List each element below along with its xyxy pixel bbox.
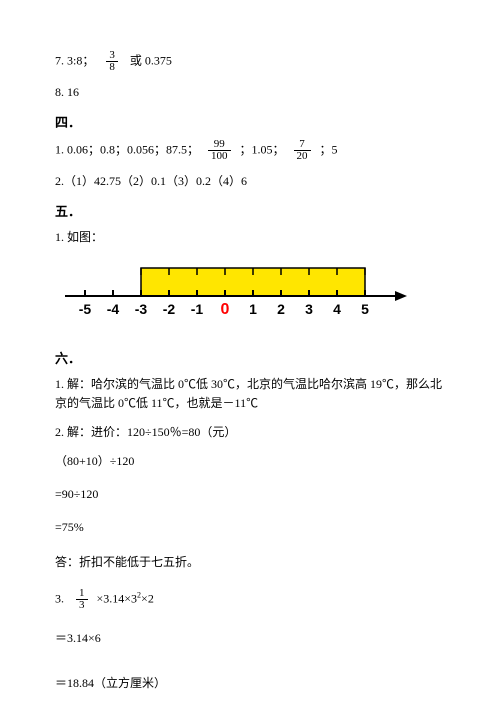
s6-3-b: ×3.14×3 bbox=[97, 591, 138, 605]
s4-1-a: 1. 0.06；0.8；0.056；87.5； bbox=[55, 142, 199, 156]
svg-text:4: 4 bbox=[333, 301, 341, 317]
s4-1-frac2: 7 20 bbox=[294, 139, 311, 162]
s4-1-frac2-den: 20 bbox=[294, 151, 311, 162]
q7-part2: 或 0.375 bbox=[130, 53, 172, 67]
q7-frac: 3 8 bbox=[106, 50, 118, 73]
section-6-title: 六． bbox=[55, 348, 445, 367]
section-4-title: 四． bbox=[55, 112, 445, 131]
s4-1-b: ；1.05； bbox=[240, 142, 285, 156]
s4-1-c: ；5 bbox=[320, 142, 338, 156]
s6-2c-line: =90÷120 bbox=[55, 487, 445, 502]
s6-2b-line: （80+10）÷120 bbox=[55, 452, 445, 469]
s6-3c-line: ＝18.84（立方厘米） bbox=[55, 674, 445, 691]
svg-text:-4: -4 bbox=[107, 301, 120, 317]
q7-line: 7. 3:8； 3 8 或 0.375 bbox=[55, 50, 445, 73]
q7-frac-den: 8 bbox=[106, 62, 118, 73]
s4-1-line: 1. 0.06；0.8；0.056；87.5； 99 100 ；1.05； 7 … bbox=[55, 139, 445, 162]
s6-2a-line: 2. 解：进价：120÷150％=80（元） bbox=[55, 423, 445, 442]
s6-3-c: ×2 bbox=[141, 591, 154, 605]
s5-1-line: 1. 如图： bbox=[55, 228, 445, 247]
q8-line: 8. 16 bbox=[55, 83, 445, 102]
s6-3-a: 3. bbox=[55, 591, 64, 605]
s6-3-frac: 1 3 bbox=[76, 588, 88, 611]
s4-1-frac1: 99 100 bbox=[208, 139, 231, 162]
number-line-svg: -5 -4 -3 -2 -1 0 1 2 3 4 5 bbox=[55, 258, 425, 328]
s6-3-line: 3. 1 3 ×3.14×32×2 bbox=[55, 588, 445, 611]
svg-text:-3: -3 bbox=[135, 301, 148, 317]
section-5-title: 五． bbox=[55, 201, 445, 220]
q7-part1: 7. 3:8； bbox=[55, 53, 94, 67]
svg-text:-5: -5 bbox=[79, 301, 92, 317]
s6-3-frac-den: 3 bbox=[76, 600, 88, 611]
svg-text:-1: -1 bbox=[191, 301, 204, 317]
s6-2d-line: =75% bbox=[55, 520, 445, 535]
svg-text:-2: -2 bbox=[163, 301, 176, 317]
s6-2e-line: 答：折扣不能低于七五折。 bbox=[55, 553, 445, 570]
svg-text:1: 1 bbox=[249, 301, 257, 317]
svg-text:5: 5 bbox=[361, 301, 369, 317]
svg-text:3: 3 bbox=[305, 301, 313, 317]
s6-1-line: 1. 解：哈尔滨的气温比 0℃低 30℃，北京的气温比哈尔滨高 19℃，那么北京… bbox=[55, 375, 445, 413]
svg-text:2: 2 bbox=[277, 301, 285, 317]
number-line: -5 -4 -3 -2 -1 0 1 2 3 4 5 bbox=[55, 258, 445, 328]
s4-2-line: 2.（1）42.75（2）0.1（3）0.2（4）6 bbox=[55, 172, 445, 191]
s4-1-frac1-den: 100 bbox=[208, 151, 231, 162]
svg-text:0: 0 bbox=[221, 301, 230, 318]
s6-3b-line: ＝3.14×6 bbox=[55, 629, 445, 646]
